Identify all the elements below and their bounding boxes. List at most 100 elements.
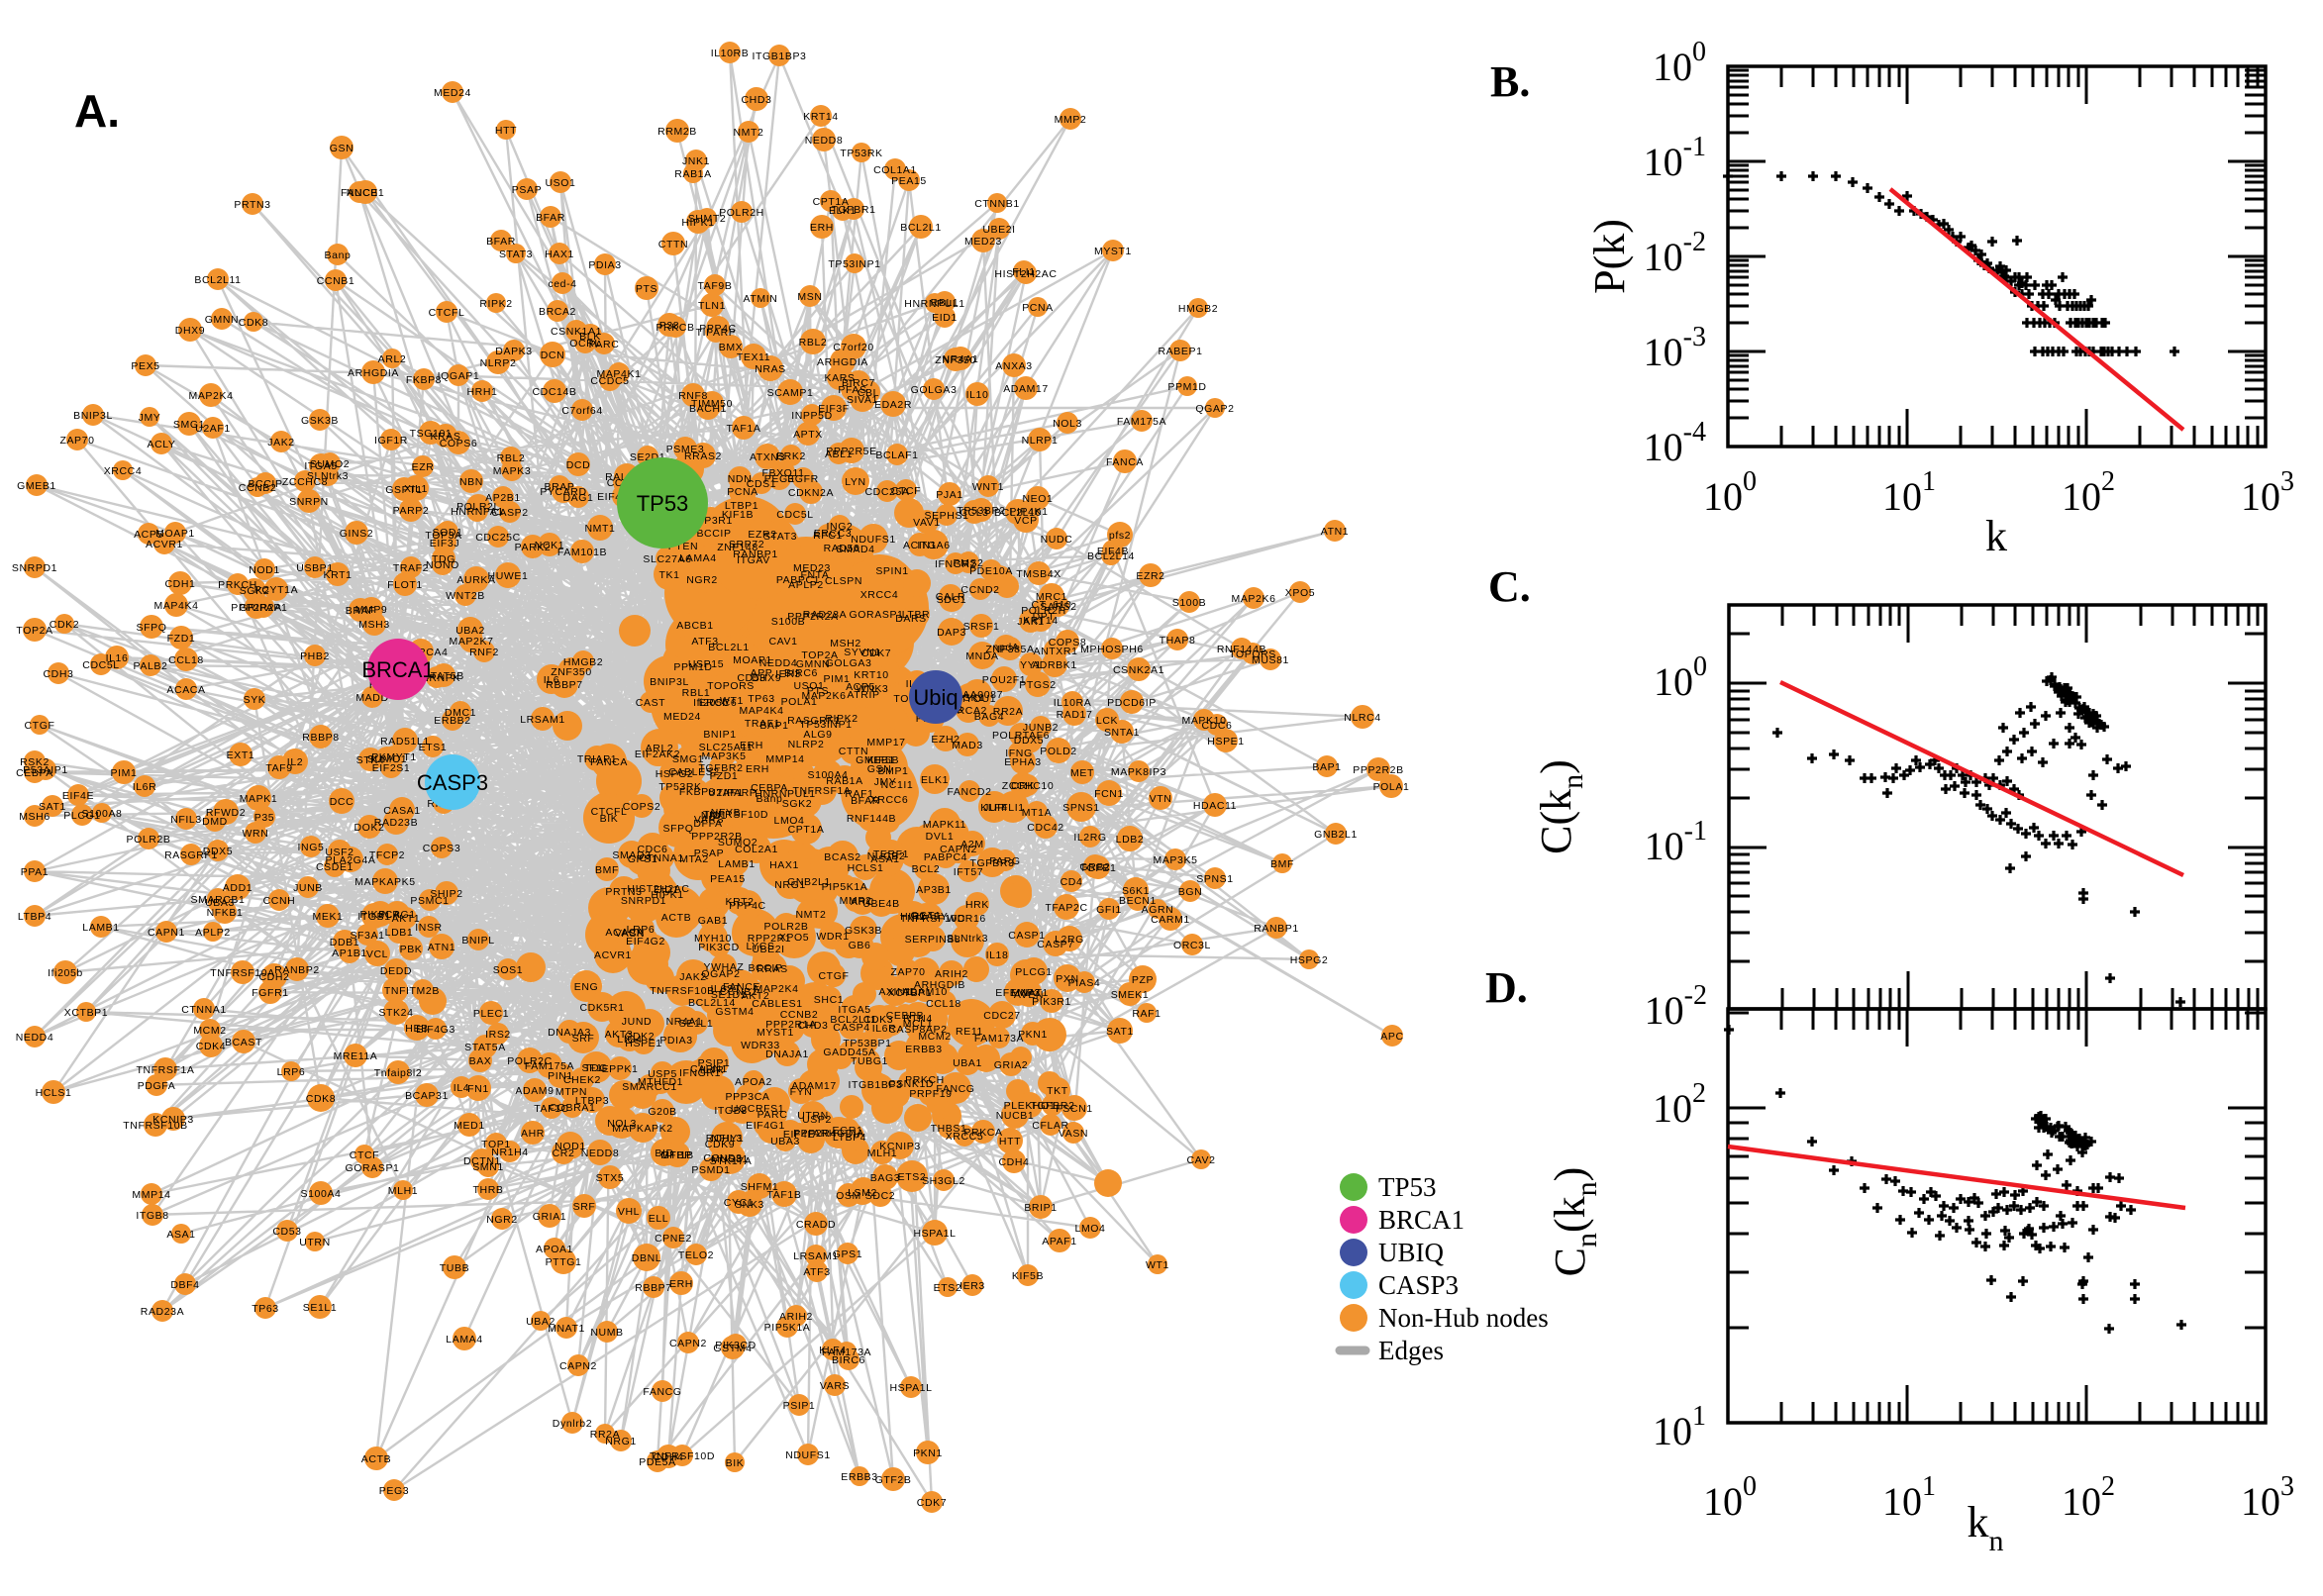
svg-text:BMF: BMF <box>1270 858 1294 870</box>
svg-text:BMX: BMX <box>719 342 744 353</box>
svg-text:BRAF: BRAF <box>346 605 375 617</box>
svg-text:npdA: npdA <box>993 642 1020 653</box>
svg-text:TNFRSF1A: TNFRSF1A <box>792 785 851 797</box>
svg-text:RBL2: RBL2 <box>497 452 526 464</box>
svg-text:TOP1: TOP1 <box>481 1139 511 1150</box>
svg-text:PIP5K1A: PIP5K1A <box>764 1322 811 1334</box>
svg-text:TIPARP: TIPARP <box>717 787 758 799</box>
svg-text:EIF2AK2: EIF2AK2 <box>635 748 680 760</box>
svg-text:CPT1A: CPT1A <box>788 824 825 836</box>
svg-text:RASGRF1: RASGRF1 <box>787 715 841 727</box>
svg-text:RNF144B: RNF144B <box>847 813 896 825</box>
svg-text:TOP3A: TOP3A <box>425 530 461 542</box>
svg-text:CDC5L: CDC5L <box>776 509 813 521</box>
svg-text:TNFRSF10A: TNFRSF10A <box>210 967 275 979</box>
svg-text:TOPORS: TOPORS <box>707 680 755 692</box>
svg-text:BIK: BIK <box>600 813 619 825</box>
svg-text:ERBB3: ERBB3 <box>841 1471 877 1483</box>
svg-text:SYK: SYK <box>244 694 266 706</box>
svg-text:MNAT1: MNAT1 <box>1011 987 1049 999</box>
svg-text:S100B: S100B <box>1172 597 1207 609</box>
svg-text:ERBB3: ERBB3 <box>905 1044 942 1055</box>
svg-text:SMARCB1: SMARCB1 <box>191 894 246 906</box>
svg-text:NBN: NBN <box>459 476 483 488</box>
svg-text:BAG3: BAG3 <box>870 1172 900 1184</box>
svg-text:COBRA1: COBRA1 <box>550 1102 596 1114</box>
svg-text:LMO4: LMO4 <box>1075 1223 1106 1235</box>
svg-text:P53AIP1: P53AIP1 <box>23 764 68 776</box>
svg-text:LDB2: LDB2 <box>1116 834 1145 846</box>
svg-text:CPT1A: CPT1A <box>813 196 850 208</box>
svg-text:TP53: TP53 <box>637 491 689 516</box>
svg-text:NUCB2: NUCB2 <box>867 850 906 862</box>
svg-text:GGT1: GGT1 <box>911 910 942 922</box>
svg-text:HMGB2: HMGB2 <box>1178 303 1218 315</box>
svg-text:SE1L1: SE1L1 <box>679 1018 714 1030</box>
svg-text:ACVR1: ACVR1 <box>594 949 632 961</box>
svg-text:FANCG: FANCG <box>643 1386 681 1398</box>
svg-text:TP53RK: TP53RK <box>840 148 882 159</box>
svg-text:APOA2: APOA2 <box>735 1076 772 1088</box>
svg-text:RRAS2: RRAS2 <box>684 450 722 462</box>
svg-text:TP63: TP63 <box>748 693 775 705</box>
svg-text:VASN: VASN <box>615 928 645 940</box>
svg-text:WT1: WT1 <box>1146 1259 1169 1271</box>
svg-text:LAMA4: LAMA4 <box>679 552 716 564</box>
svg-text:MEK1: MEK1 <box>313 911 344 923</box>
svg-text:POU2F1: POU2F1 <box>982 674 1026 686</box>
svg-text:GSTM4: GSTM4 <box>715 1006 754 1018</box>
svg-text:HIPK1: HIPK1 <box>651 889 683 901</box>
svg-text:S6K1: S6K1 <box>1122 885 1150 897</box>
svg-text:NEDD8: NEDD8 <box>581 1147 620 1159</box>
svg-text:KARS: KARS <box>825 372 856 384</box>
svg-text:FGFR1: FGFR1 <box>252 987 288 999</box>
svg-text:PIK3CD: PIK3CD <box>698 942 740 953</box>
svg-text:RPP2R1: RPP2R1 <box>748 933 791 945</box>
svg-text:CDH4: CDH4 <box>654 1451 684 1463</box>
svg-text:BAX: BAX <box>469 1055 492 1067</box>
svg-text:MLH1: MLH1 <box>867 1147 897 1159</box>
svg-text:HUWE1: HUWE1 <box>488 570 529 582</box>
svg-text:PSAP: PSAP <box>512 184 542 196</box>
svg-text:COL2A1: COL2A1 <box>735 844 778 855</box>
svg-text:BAG4: BAG4 <box>974 711 1004 723</box>
svg-text:GMNN: GMNN <box>205 314 239 326</box>
svg-text:CHD3: CHD3 <box>798 1020 829 1032</box>
svg-text:ZNF350: ZNF350 <box>935 354 976 366</box>
svg-text:PPP2R2B: PPP2R2B <box>1353 764 1403 776</box>
svg-text:ACP5: ACP5 <box>846 681 875 693</box>
svg-text:S100A4: S100A4 <box>808 769 849 781</box>
svg-text:APAF1: APAF1 <box>1042 1236 1076 1247</box>
svg-text:SLNtrk3: SLNtrk3 <box>307 470 349 482</box>
svg-text:CTGF: CTGF <box>819 970 850 982</box>
svg-text:BIRC6: BIRC6 <box>784 667 818 679</box>
svg-text:MTPN: MTPN <box>556 1086 587 1098</box>
svg-text:HEB: HEB <box>405 1023 428 1035</box>
svg-text:Ubiq: Ubiq <box>913 685 958 710</box>
svg-text:MAP4K4: MAP4K4 <box>739 705 783 717</box>
svg-text:IL6ST: IL6ST <box>710 983 741 995</box>
svg-text:DDB1: DDB1 <box>330 937 359 948</box>
svg-text:LAMB1: LAMB1 <box>82 922 119 934</box>
svg-text:RAD17: RAD17 <box>1057 709 1093 721</box>
svg-text:MAPK8IP3: MAPK8IP3 <box>1111 766 1166 778</box>
svg-text:TKT: TKT <box>1047 1085 1068 1097</box>
svg-text:STAT5A: STAT5A <box>464 1042 506 1053</box>
svg-text:CTNNA1: CTNNA1 <box>639 852 684 864</box>
svg-text:BCAST: BCAST <box>225 1037 262 1048</box>
svg-text:INPP5D: INPP5D <box>791 410 833 422</box>
svg-text:EIF2S1: EIF2S1 <box>372 762 411 774</box>
svg-text:SMG1: SMG1 <box>173 419 205 431</box>
svg-text:ATMIN: ATMIN <box>744 293 778 305</box>
svg-text:GB6: GB6 <box>849 940 871 951</box>
svg-text:ATRIP: ATRIP <box>847 689 879 701</box>
svg-text:SF3A1: SF3A1 <box>350 930 384 942</box>
svg-text:AP3B1: AP3B1 <box>916 884 952 896</box>
svg-text:CASP2: CASP2 <box>491 507 528 519</box>
svg-text:STAT3: STAT3 <box>499 249 533 260</box>
svg-text:ARHGDIA: ARHGDIA <box>348 367 399 379</box>
svg-text:TGFBR2: TGFBR2 <box>1030 1100 1074 1112</box>
svg-text:WDR1: WDR1 <box>816 931 849 943</box>
svg-text:SAT1: SAT1 <box>39 801 66 813</box>
svg-text:ERCC6: ERCC6 <box>699 697 738 709</box>
